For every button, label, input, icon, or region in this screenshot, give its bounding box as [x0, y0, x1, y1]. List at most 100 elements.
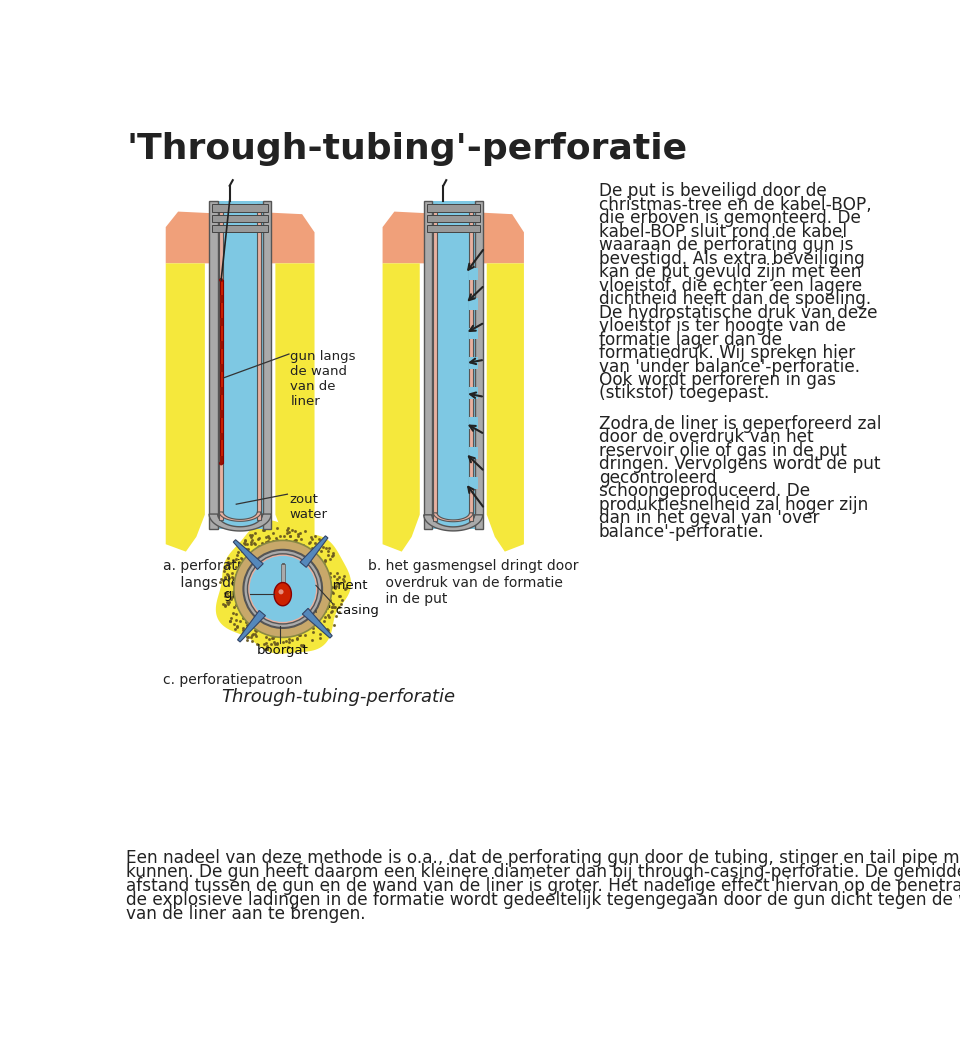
Text: vloeistof, die echter een lagere: vloeistof, die echter een lagere: [599, 276, 862, 294]
Text: schoongeproduceerd. De: schoongeproduceerd. De: [599, 482, 810, 500]
Text: Zodra de liner is geperforeerd zal: Zodra de liner is geperforeerd zal: [599, 415, 881, 433]
Bar: [257, 204, 261, 520]
Text: kan de put gevuld zijn met een: kan de put gevuld zijn met een: [599, 263, 861, 282]
Circle shape: [250, 556, 316, 622]
Text: vloeistof is ter hoogte van de: vloeistof is ter hoogte van de: [599, 317, 846, 335]
Text: van 'under balance'-perforatie.: van 'under balance'-perforatie.: [599, 357, 860, 375]
Text: van de liner aan te brengen.: van de liner aan te brengen.: [126, 905, 366, 923]
Bar: [470, 268, 478, 280]
Bar: [427, 214, 480, 222]
Text: gecontroleerd: gecontroleerd: [599, 469, 716, 487]
Text: kabel-BOP sluit rond de kabel: kabel-BOP sluit rond de kabel: [599, 223, 847, 241]
Bar: [209, 201, 218, 530]
Polygon shape: [166, 211, 315, 264]
Bar: [220, 318, 223, 326]
Bar: [212, 225, 268, 232]
Circle shape: [252, 558, 314, 620]
Text: zout
water: zout water: [289, 493, 327, 520]
Text: Ook wordt perforeren in gas: Ook wordt perforeren in gas: [599, 371, 836, 389]
Text: dan in het geval van 'over: dan in het geval van 'over: [599, 509, 820, 528]
Bar: [220, 410, 223, 417]
Text: a. perforatie met gun
    langs de liner: a. perforatie met gun langs de liner: [162, 559, 311, 590]
Polygon shape: [275, 582, 292, 605]
Bar: [220, 295, 223, 303]
Text: Een nadeel van deze methode is o.a., dat de perforating gun door de tubing, stin: Een nadeel van deze methode is o.a., dat…: [126, 849, 960, 867]
Text: c. perforatiepatroon: c. perforatiepatroon: [162, 673, 302, 686]
Circle shape: [244, 550, 323, 627]
Polygon shape: [166, 264, 204, 552]
Bar: [469, 477, 473, 489]
Text: Through-tubing-perforatie: Through-tubing-perforatie: [221, 688, 455, 706]
Bar: [474, 201, 483, 530]
Text: formatiedruk. Wij spreken hier: formatiedruk. Wij spreken hier: [599, 344, 855, 362]
Bar: [220, 342, 223, 349]
Bar: [280, 564, 285, 593]
Bar: [212, 214, 268, 222]
Text: door de overdruk van het: door de overdruk van het: [599, 429, 813, 447]
Polygon shape: [233, 540, 263, 570]
Text: christmas-tree en de kabel-BOP,: christmas-tree en de kabel-BOP,: [599, 195, 872, 213]
Polygon shape: [218, 514, 263, 527]
Polygon shape: [432, 515, 474, 527]
Bar: [469, 204, 473, 520]
Text: gun langs
de wand
van de
liner: gun langs de wand van de liner: [291, 350, 356, 408]
Bar: [220, 433, 223, 440]
Bar: [212, 204, 268, 211]
Polygon shape: [300, 536, 328, 568]
Bar: [427, 225, 480, 232]
Bar: [219, 204, 223, 520]
Text: de explosieve ladingen in de formatie wordt gedeeltelijk tegengegaan door de gun: de explosieve ladingen in de formatie wo…: [126, 891, 960, 909]
Bar: [423, 201, 432, 530]
Bar: [469, 268, 473, 280]
Bar: [220, 387, 223, 394]
Bar: [470, 477, 478, 489]
Text: dringen. Vervolgens wordt de put: dringen. Vervolgens wordt de put: [599, 455, 880, 473]
Polygon shape: [219, 512, 261, 521]
Bar: [220, 364, 223, 372]
Text: balance'-perforatie.: balance'-perforatie.: [599, 522, 764, 540]
Bar: [470, 417, 478, 429]
Bar: [469, 328, 473, 339]
Text: afstand tussen de gun en de wand van de liner is groter. Het nadelige effect hie: afstand tussen de gun en de wand van de …: [126, 877, 960, 894]
Text: b. het gasmengsel dringt door
    overdruk van de formatie
    in de put: b. het gasmengsel dringt door overdruk v…: [368, 559, 579, 605]
Bar: [223, 204, 257, 520]
Text: 7" casing: 7" casing: [317, 604, 379, 617]
Bar: [470, 357, 478, 369]
Text: waaraan de perforating gun is: waaraan de perforating gun is: [599, 236, 853, 254]
Bar: [469, 387, 473, 399]
Polygon shape: [487, 264, 524, 552]
Polygon shape: [383, 264, 420, 552]
Text: dichtheid heeft dan de spoeling.: dichtheid heeft dan de spoeling.: [599, 290, 872, 308]
Bar: [437, 204, 469, 520]
Bar: [427, 204, 480, 211]
Text: gun: gun: [224, 588, 249, 600]
Text: reservoir olie of gas in de put: reservoir olie of gas in de put: [599, 441, 847, 460]
Text: produktiesnelheid zal hoger zijn: produktiesnelheid zal hoger zijn: [599, 496, 868, 514]
Bar: [220, 456, 223, 463]
Text: bevestigd. Als extra beveiliging: bevestigd. Als extra beveiliging: [599, 250, 865, 268]
Bar: [263, 201, 271, 530]
Polygon shape: [209, 514, 271, 531]
Bar: [469, 357, 473, 369]
Text: formatie lager dan de: formatie lager dan de: [599, 331, 782, 349]
Polygon shape: [237, 611, 266, 642]
Text: De hydrostatische druk van deze: De hydrostatische druk van deze: [599, 304, 877, 322]
Polygon shape: [276, 264, 315, 552]
Bar: [470, 387, 478, 399]
Bar: [470, 328, 478, 339]
Bar: [470, 447, 478, 459]
Circle shape: [220, 279, 223, 282]
Text: cement: cement: [317, 579, 368, 592]
Circle shape: [248, 554, 318, 624]
Text: (stikstof) toegepast.: (stikstof) toegepast.: [599, 385, 769, 403]
Polygon shape: [216, 520, 351, 654]
Text: boorgat: boorgat: [257, 644, 309, 657]
Bar: [469, 447, 473, 459]
Polygon shape: [383, 211, 524, 264]
Bar: [469, 417, 473, 429]
Circle shape: [220, 461, 223, 465]
Text: De put is beveiligd door de: De put is beveiligd door de: [599, 182, 827, 201]
Polygon shape: [433, 513, 473, 521]
Bar: [218, 201, 263, 530]
Bar: [469, 297, 473, 310]
